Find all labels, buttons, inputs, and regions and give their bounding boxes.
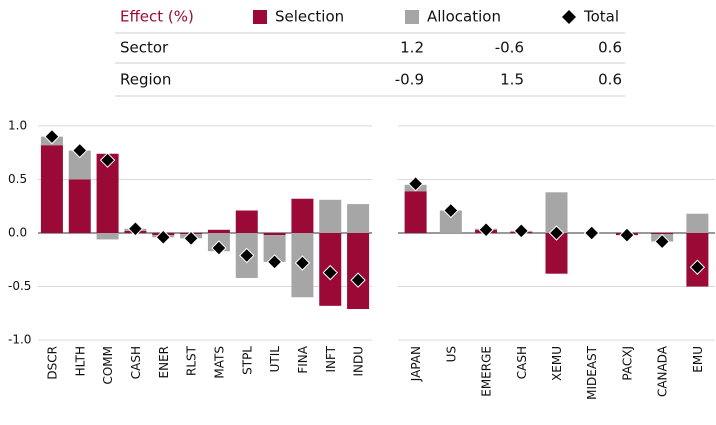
bar-segment <box>651 233 674 235</box>
x-tick-label: CANADA <box>656 345 670 397</box>
bar-segment <box>96 233 119 240</box>
x-tick-label: UTIL <box>268 346 282 373</box>
x-tick-label: FINA <box>296 345 310 373</box>
total-marker <box>239 247 255 264</box>
total-marker <box>548 225 565 241</box>
y-tick-label: 0.0 <box>8 226 27 240</box>
total-marker <box>322 264 338 281</box>
x-tick-label: CASH <box>129 346 143 379</box>
bar-segment <box>686 213 709 233</box>
cell-value: 1.5 <box>500 71 524 89</box>
total-marker <box>99 152 116 168</box>
bar-segment <box>235 210 258 233</box>
total-marker <box>350 272 366 288</box>
total-marker <box>155 229 171 245</box>
x-tick-label: HLTH <box>73 346 87 376</box>
y-tick-label: 1.0 <box>8 118 27 132</box>
bar-segment <box>545 192 568 233</box>
bar-segment <box>68 179 91 233</box>
x-tick-label: JAPAN <box>409 346 423 382</box>
total-marker <box>294 255 311 271</box>
cell-value: -0.9 <box>395 71 424 89</box>
x-tick-label: MATS <box>212 346 226 379</box>
legend-marker <box>405 10 419 24</box>
total-marker <box>127 221 144 237</box>
total-marker <box>654 233 670 250</box>
x-tick-label: XEMU <box>550 346 564 381</box>
x-tick-label: COMM <box>101 346 115 385</box>
x-tick-label: EMU <box>691 346 705 373</box>
x-tick-label: RLST <box>185 345 199 376</box>
x-tick-label: INFT <box>324 345 338 372</box>
bar-segment <box>68 150 91 180</box>
x-tick-label: ENER <box>157 346 171 378</box>
total-marker <box>183 230 199 247</box>
bar-segment <box>263 233 286 236</box>
total-marker <box>211 240 227 256</box>
y-tick-label: -0.5 <box>8 279 31 293</box>
total-marker <box>619 227 635 243</box>
y-tick-label: -1.0 <box>8 333 31 347</box>
x-tick-label: INDU <box>352 346 366 377</box>
legend-label: Allocation <box>427 8 501 26</box>
legend-label: Total <box>583 8 619 26</box>
total-marker <box>478 222 494 238</box>
bar-segment <box>40 145 63 233</box>
bar-segment <box>319 199 342 233</box>
total-marker <box>44 128 60 145</box>
x-tick-label: PACXJ <box>620 346 634 381</box>
total-marker <box>266 254 283 270</box>
bar-segment <box>404 191 427 233</box>
x-tick-label: EMERGE <box>480 346 494 397</box>
cell-value: 0.6 <box>598 39 622 57</box>
bar-segment <box>207 229 230 233</box>
x-tick-label: MIDEAST <box>585 345 599 400</box>
legend-marker <box>253 10 267 24</box>
bar-segment <box>347 233 370 310</box>
row-label: Sector <box>120 39 169 57</box>
total-marker <box>513 223 529 239</box>
bar-segment <box>439 210 462 233</box>
total-marker <box>407 176 424 192</box>
total-marker <box>584 225 600 241</box>
bar-segment <box>291 198 314 233</box>
total-marker <box>72 142 88 159</box>
bar-segment <box>347 204 370 233</box>
legend-marker <box>562 10 576 24</box>
cell-value: 1.2 <box>400 39 424 57</box>
bar-segment <box>545 233 568 274</box>
total-marker <box>443 202 459 219</box>
bar-segment <box>263 235 286 262</box>
y-tick-label: 0.5 <box>8 172 27 186</box>
cell-value: 0.6 <box>598 71 622 89</box>
cell-value: -0.6 <box>495 39 524 57</box>
legend-label: Selection <box>275 8 344 26</box>
x-tick-label: US <box>444 346 458 362</box>
x-tick-label: STPL <box>240 346 254 375</box>
x-tick-label: CASH <box>515 346 529 379</box>
table-header: Effect (%) <box>120 8 194 26</box>
bar-segment <box>96 153 119 233</box>
x-tick-label: DSCR <box>45 346 59 380</box>
total-marker <box>689 259 706 275</box>
row-label: Region <box>120 71 171 89</box>
